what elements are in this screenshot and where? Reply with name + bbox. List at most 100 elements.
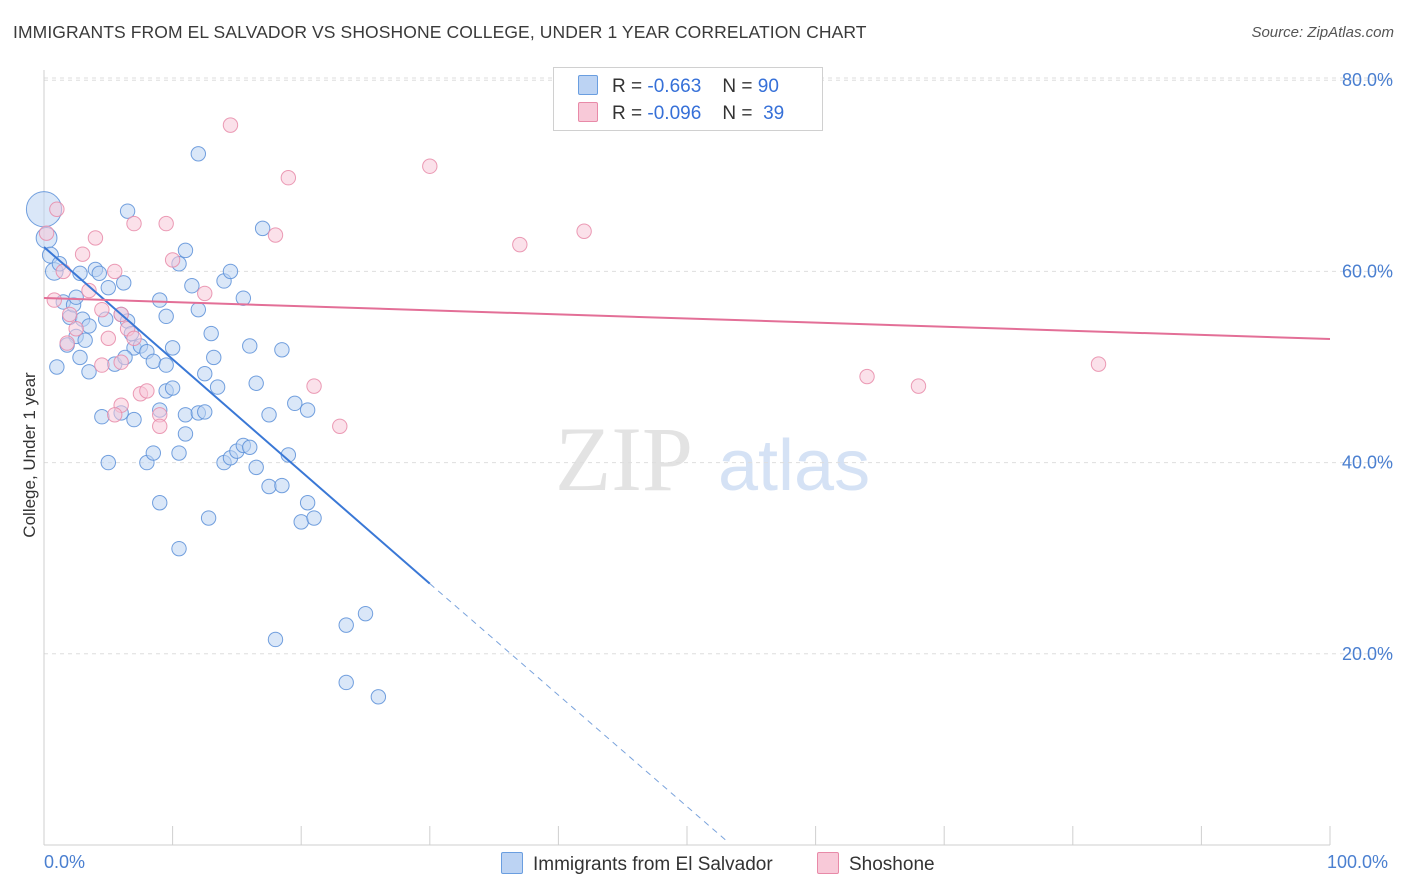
data-point [46,292,62,308]
y-tick-label-80: 80.0% [1342,70,1393,90]
gridlines [44,77,1392,655]
data-point [190,301,207,318]
y-axis-label: College, Under 1 year [20,372,39,538]
y-tick-label-40: 40.0% [1342,453,1393,473]
watermark: ZIP atlas [555,408,870,510]
legend-row-el-salvador: R = -0.663 N = 90 [578,75,779,101]
watermark-zip: ZIP [555,408,693,510]
data-point [59,335,75,351]
data-point [248,375,264,391]
legend-row-shoshone: R = -0.096 N = 39 [578,102,784,128]
data-point [287,395,303,412]
data-point [94,301,110,318]
data-point [100,279,117,296]
data-point [338,674,354,691]
y-tick-label-20: 20.0% [1342,644,1393,664]
data-point [306,378,322,394]
data-point [152,292,168,308]
bottom-legend-swatch-el-salvador [501,852,523,874]
data-point [72,349,88,366]
data-point [222,263,239,280]
trend-line-shoshone [43,297,1331,340]
data-point [152,495,168,511]
bottom-legend-el-salvador: Immigrants from El Salvador [501,852,773,876]
data-point [81,364,97,380]
trend-line-el-salvador-extension [429,583,726,841]
data-point [139,383,155,399]
data-point [126,330,142,347]
data-point [164,380,181,396]
data-point [164,340,181,356]
data-point [299,495,316,511]
data-point [38,225,55,241]
data-point [280,170,297,186]
data-point [859,368,875,385]
data-point [274,342,290,358]
data-point [248,459,264,476]
legend-swatch-shoshone [578,102,598,122]
data-point [293,514,309,530]
data-point [116,275,132,291]
data-point [113,354,129,370]
data-point [158,357,174,373]
data-point [197,365,213,382]
data-point [261,407,277,423]
data-point [126,215,142,232]
x-tick-label-0: 0.0% [44,852,86,872]
data-point [222,117,239,133]
legend-swatch-el-salvador [578,75,598,95]
data-point [158,308,174,325]
series-el-salvador-points [25,146,387,705]
data-point [94,409,110,425]
data-point [91,265,107,282]
y-tick-label-60: 60.0% [1342,261,1393,281]
watermark-atlas: atlas [718,426,870,506]
data-point [177,407,194,423]
correlation-legend: R = -0.663 N = 90 R = -0.096 N = 39 [553,67,823,131]
data-point [152,418,168,434]
data-point [203,325,219,342]
data-point [242,439,258,456]
data-point [370,689,387,705]
data-point [171,445,187,461]
trend-line-el-salvador [43,246,431,585]
data-point [200,510,217,526]
data-point [81,282,97,299]
data-point [512,236,528,253]
y-tick-labels: 20.0% 40.0% 60.0% 80.0% [1342,70,1393,664]
data-point [55,263,71,280]
data-point [332,418,348,434]
bottom-legend-swatch-shoshone [817,852,839,874]
data-point [306,510,322,526]
data-point [242,338,258,354]
data-point [107,263,123,280]
data-point [74,246,91,262]
n-value-shoshone: 39 [763,103,785,124]
data-point [576,223,592,239]
data-point [357,605,374,622]
data-point [158,215,174,232]
data-point [49,359,65,375]
data-point [126,411,142,428]
bottom-legend-shoshone: Shoshone [817,852,935,876]
data-point [107,407,123,423]
data-point [197,404,213,420]
data-point [177,426,194,442]
data-point [190,146,207,162]
r-value-shoshone: -0.096 [647,103,702,124]
data-point [81,318,97,334]
data-point [267,631,284,648]
data-point [68,321,84,337]
data-point [910,378,927,394]
x-tick-label-100: 100.0% [1327,852,1389,872]
data-point [87,230,104,246]
data-point [77,332,93,348]
data-point [164,252,181,268]
data-point [177,242,194,259]
data-point [145,353,162,369]
series-shoshone-points [38,117,1107,434]
data-point [171,540,187,557]
data-point [145,445,162,461]
data-point [62,306,78,323]
data-point [119,203,136,219]
